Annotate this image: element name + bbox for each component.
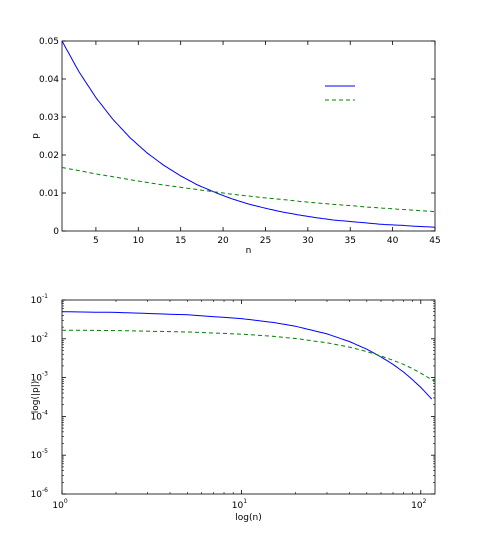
x-tick-label: 45 <box>429 236 440 246</box>
top-linear-chart: 5 10 15 20 25 30 35 40 45 0 0.01 0.02 0.03 0.04 0.05 n p <box>31 37 441 256</box>
x-tick-label: 20 <box>217 236 229 246</box>
y-tick-label: 0.04 <box>39 75 59 85</box>
y-tick-label: 10-3 <box>31 371 49 384</box>
x-axis-label: log(n) <box>235 513 261 523</box>
x-tick-label: 30 <box>302 236 314 246</box>
series-group <box>62 41 435 228</box>
y-tick-label: 10-4 <box>31 409 49 422</box>
series-line-1 <box>62 41 435 228</box>
x-tick-label: 102 <box>411 498 426 511</box>
x-tick-label: 40 <box>387 236 399 246</box>
y-tick-label: 10-6 <box>31 487 49 500</box>
plot-frame <box>61 299 436 495</box>
legend <box>324 85 355 101</box>
y-tick-label: 0.03 <box>39 113 59 123</box>
y-axis-label: p <box>31 133 41 139</box>
plot-frame <box>61 40 436 232</box>
y-axis-label: log(|p|) <box>31 381 41 414</box>
y-tick-label: 10-1 <box>31 293 49 306</box>
x-tick-label: 5 <box>93 236 99 246</box>
y-tick-label: 10-5 <box>31 448 49 461</box>
x-axis-label: n <box>246 246 252 256</box>
x-tick-label: 100 <box>52 498 67 511</box>
series-group <box>62 311 435 400</box>
series-line-2 <box>62 167 435 213</box>
series-line-2 <box>62 329 435 382</box>
y-tick-label: 0.02 <box>39 151 59 161</box>
x-tick-label: 15 <box>175 236 186 246</box>
y-tick-label: 0.05 <box>39 37 59 47</box>
x-tick-label: 10 <box>133 236 145 246</box>
bottom-loglog-chart: 100 101 102 10-6 10-5 10-4 10-3 10-2 10-1 log(n) l… <box>31 293 436 523</box>
y-tick-label: 0 <box>53 227 59 237</box>
series-line-1 <box>62 311 433 400</box>
y-tick-label: 0.01 <box>39 189 59 199</box>
x-tick-label: 101 <box>232 498 247 511</box>
y-tick-label: 10-2 <box>31 332 49 345</box>
x-tick-label: 25 <box>260 236 271 246</box>
x-tick-label: 35 <box>345 236 356 246</box>
